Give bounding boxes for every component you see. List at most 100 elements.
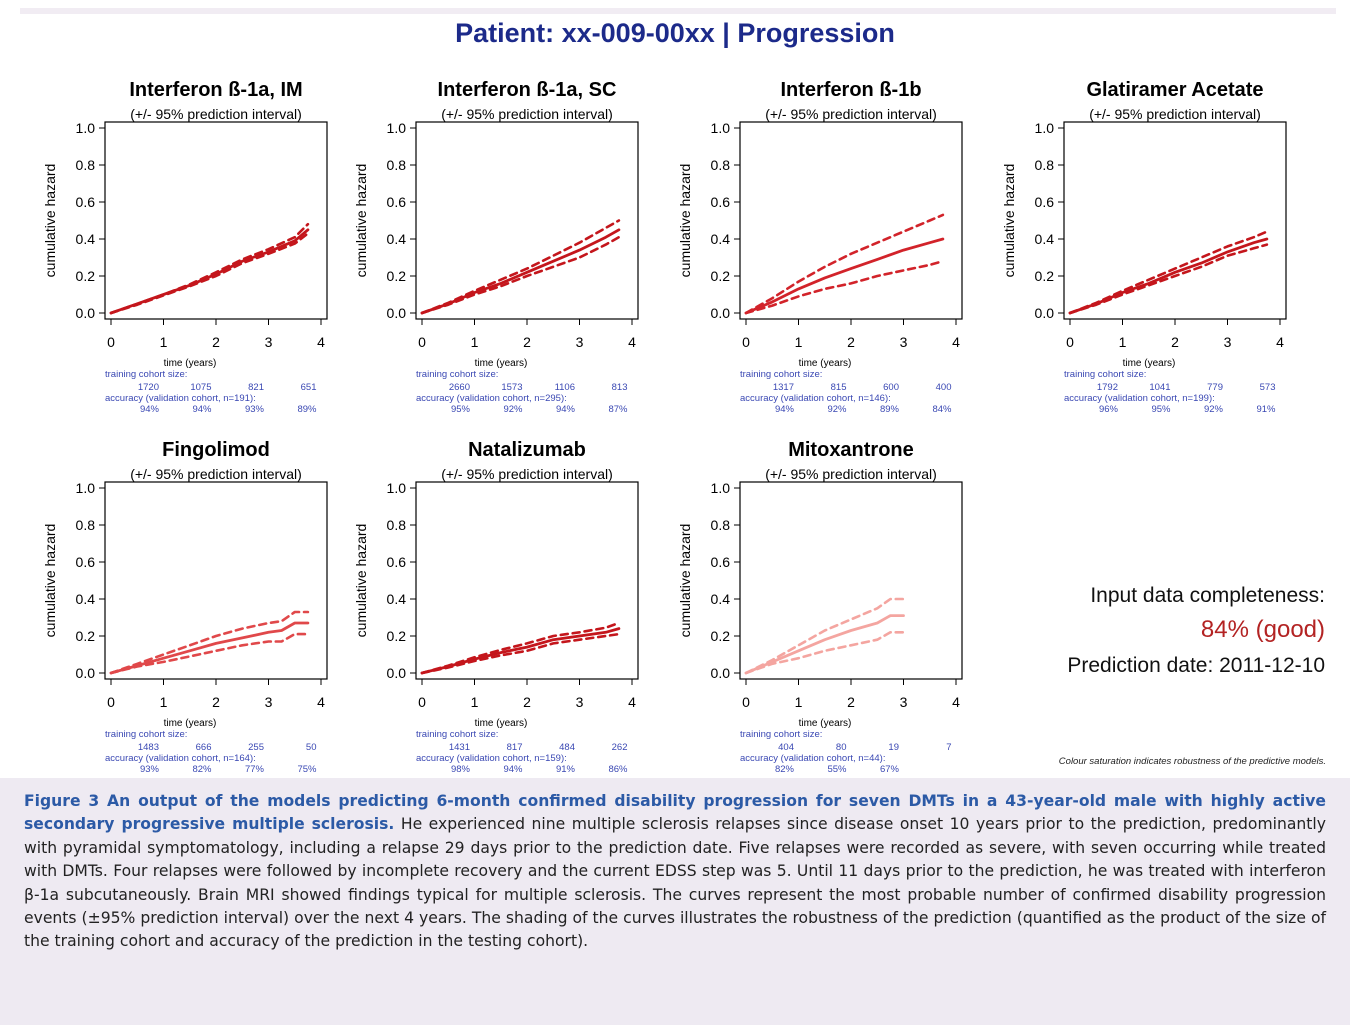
x-tick-label: 0 (1066, 334, 1074, 350)
cohort-size-value: 484 (559, 742, 575, 753)
cohort-size-value: 1075 (190, 382, 211, 393)
x-tick-label: 1 (160, 694, 168, 710)
accuracy-value: 82% (192, 764, 212, 775)
accuracy-value: 96% (1099, 404, 1119, 415)
colour-footnote: Colour saturation indicates robustness o… (1058, 756, 1326, 767)
series-estimate-line (744, 237, 945, 315)
accuracy-value: 94% (192, 404, 212, 415)
x-axis-label: time (years) (799, 358, 852, 369)
x-tick-label: 1 (471, 334, 479, 350)
x-tick-label: 1 (160, 334, 168, 350)
x-axis-label: time (years) (164, 718, 217, 729)
x-tick-label: 0 (742, 334, 750, 350)
x-tick-label: 4 (952, 334, 960, 350)
accuracy-value: 75% (297, 764, 317, 775)
accuracy-value: 89% (880, 404, 900, 415)
cohort-size-label: training cohort size: (105, 729, 187, 740)
series-upper-line (109, 610, 310, 675)
y-tick-label: 1.0 (711, 480, 731, 496)
x-tick-label: 2 (523, 334, 531, 350)
accuracy-label: accuracy (validation cohort, n=295): (416, 393, 567, 404)
chart-title: Mitoxantrone (788, 439, 914, 461)
plot-frame (104, 481, 328, 680)
y-tick-label: 0.2 (76, 628, 96, 644)
accuracy-value: 55% (827, 764, 847, 775)
x-tick-label: 0 (107, 334, 115, 350)
figure-title: Patient: xx-009-00xx | Progression (455, 18, 895, 48)
cohort-size-value: 400 (936, 382, 952, 393)
y-tick-label: 0.0 (76, 665, 96, 681)
y-tick-label: 0.6 (387, 194, 407, 210)
x-tick-label: 0 (742, 694, 750, 710)
x-tick-label: 0 (418, 334, 426, 350)
prediction-date: Prediction date: 2011-12-10 (1067, 654, 1325, 677)
chart-subtitle: (+/- 95% prediction interval) (765, 466, 937, 482)
cohort-size-value: 1041 (1149, 382, 1170, 393)
y-tick-label: 1.0 (76, 480, 96, 496)
chart-subtitle: (+/- 95% prediction interval) (765, 106, 937, 122)
cohort-size-value: 50 (306, 742, 317, 753)
accuracy-value: 94% (556, 404, 576, 415)
cohort-size-value: 600 (883, 382, 899, 393)
series-lower-line (744, 630, 905, 675)
cohort-size-value: 7 (946, 742, 951, 753)
info-block: Input data completeness: 84% (good) Pred… (1000, 584, 1325, 678)
accuracy-value: 84% (932, 404, 952, 415)
cohort-size-value: 262 (612, 742, 628, 753)
y-tick-label: 0.2 (1035, 268, 1055, 284)
y-tick-label: 0.4 (76, 231, 96, 247)
cohort-size-value: 1483 (138, 742, 159, 753)
accuracy-value: 93% (245, 404, 265, 415)
x-axis-label: time (years) (475, 718, 528, 729)
chart-glatiramer: Glatiramer Acetate (+/- 95% prediction in… (1001, 79, 1287, 415)
plot-frame (415, 481, 639, 680)
y-tick-label: 0.4 (711, 231, 731, 247)
cohort-size-value: 80 (836, 742, 847, 753)
chart-title: Interferon ß-1b (780, 79, 921, 101)
accuracy-label: accuracy (validation cohort, n=44): (740, 753, 885, 764)
x-axis-label: time (years) (164, 358, 217, 369)
x-axis-label: time (years) (799, 718, 852, 729)
x-tick-label: 4 (317, 334, 325, 350)
x-axis-label: time (years) (1123, 358, 1176, 369)
accuracy-value: 87% (608, 404, 628, 415)
chart-mitoxantrone: Mitoxantrone (+/- 95% prediction interval… (677, 439, 963, 775)
series-upper-line (744, 213, 945, 315)
x-tick-label: 4 (952, 694, 960, 710)
cohort-size-value: 1431 (449, 742, 470, 753)
accuracy-value: 94% (775, 404, 795, 415)
cohort-size-label: training cohort size: (416, 729, 498, 740)
accuracy-value: 91% (1256, 404, 1276, 415)
y-tick-label: 0.0 (711, 305, 731, 321)
cohort-size-value: 2660 (449, 382, 470, 393)
chart-subtitle: (+/- 95% prediction interval) (441, 106, 613, 122)
y-tick-label: 0.2 (387, 268, 407, 284)
plot-frame (104, 121, 328, 320)
accuracy-value: 92% (503, 404, 523, 415)
accuracy-value: 94% (503, 764, 523, 775)
y-tick-label: 1.0 (76, 120, 96, 136)
x-tick-label: 3 (576, 694, 584, 710)
series-estimate-line (744, 614, 905, 675)
cohort-size-value: 573 (1260, 382, 1276, 393)
chart-title: Glatiramer Acetate (1086, 79, 1263, 101)
x-tick-label: 4 (628, 694, 636, 710)
cohort-size-value: 1720 (138, 382, 159, 393)
series-upper-line (109, 222, 310, 315)
series-estimate-line (109, 228, 310, 315)
x-tick-label: 1 (471, 694, 479, 710)
y-axis-label: cumulative hazard (42, 164, 58, 278)
x-tick-label: 3 (1224, 334, 1232, 350)
chart-title: Natalizumab (468, 439, 586, 461)
x-tick-label: 1 (1119, 334, 1127, 350)
y-axis-label: cumulative hazard (677, 524, 693, 638)
chart-ifn-1b: Interferon ß-1b (+/- 95% prediction inter… (677, 79, 963, 415)
chart-subtitle: (+/- 95% prediction interval) (1089, 106, 1261, 122)
series-upper-line (420, 219, 621, 315)
x-tick-label: 3 (265, 694, 273, 710)
series-upper-line (420, 621, 621, 675)
x-tick-label: 3 (265, 334, 273, 350)
accuracy-value: 98% (451, 764, 471, 775)
y-tick-label: 0.6 (76, 194, 96, 210)
chart-natalizumab: Natalizumab (+/- 95% prediction interval)… (353, 439, 639, 775)
